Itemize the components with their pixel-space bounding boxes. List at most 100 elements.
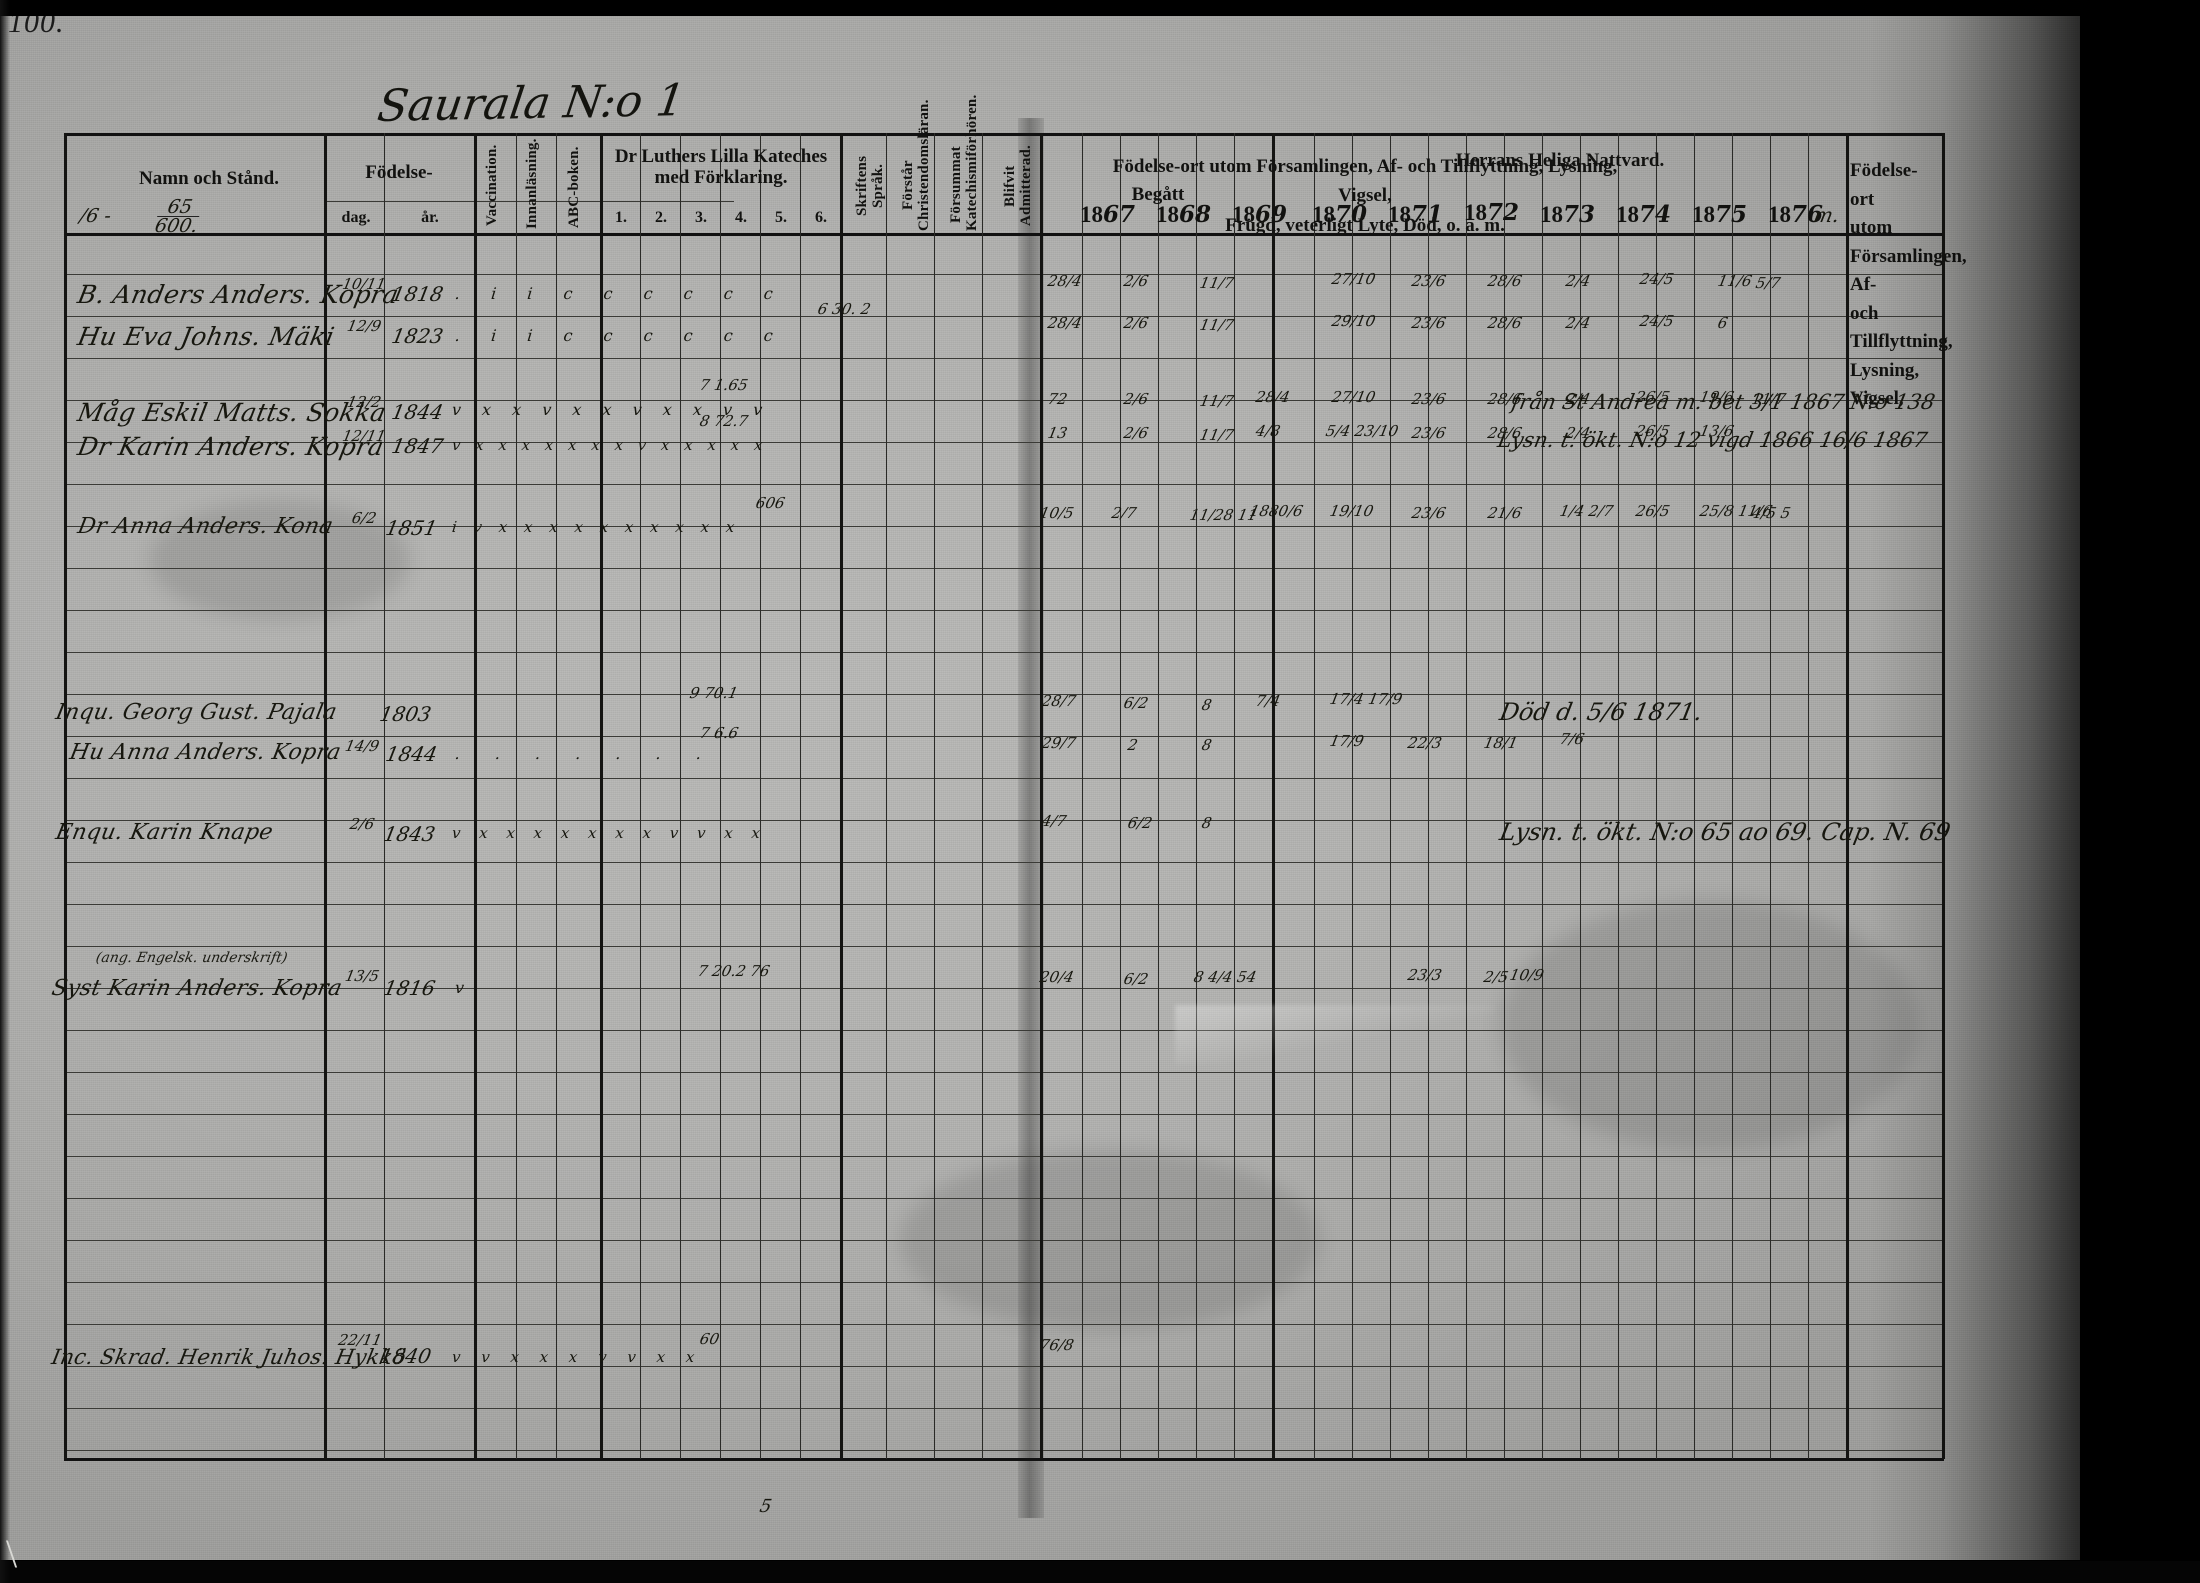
header-sub-rule xyxy=(324,201,734,202)
entry-name: Dr Anna Anders. Kona xyxy=(75,514,336,539)
entry-catechism-note: 60 xyxy=(698,1330,721,1348)
entry-birth-day: 13/5 xyxy=(343,967,381,985)
entry-catechism-note: 7 6.6 xyxy=(698,724,740,742)
entry-begatt-1867: 6/2 xyxy=(1126,814,1154,832)
entry-communion-1875: 26/5 xyxy=(1634,502,1672,520)
scan-left-edge xyxy=(0,0,10,1583)
row-rule xyxy=(64,652,1944,653)
entry-communion-1874: 7/6 xyxy=(1558,730,1586,748)
entry-name: Hu Anna Anders. Kopra xyxy=(67,740,344,765)
header-catechism-group: Dr Luthers Lilla Kateches med Förklaring… xyxy=(614,146,828,188)
header-catechism-3: 3. xyxy=(695,209,707,226)
entry-begatt-1867: 2/7 xyxy=(1110,504,1138,522)
header-birth-year: år. xyxy=(421,209,439,226)
entry-birth-year: 1818 xyxy=(389,282,446,306)
entry-admitted: 28/4 xyxy=(1046,272,1084,290)
col-border-vaccination xyxy=(516,133,517,1459)
row-rule xyxy=(64,1450,1944,1451)
header-catechism-4: 4. xyxy=(735,209,747,226)
year-label-1870: 1870 xyxy=(1312,201,1367,228)
header-name-col: Namn och Stånd. xyxy=(139,168,279,189)
entry-birth-year: 1847 xyxy=(389,434,446,458)
entry-admitted: 29/7 xyxy=(1040,734,1078,752)
entry-communion-1875: 24/5 xyxy=(1638,270,1676,288)
col-border-kat5 xyxy=(800,133,801,1459)
col-border-abc xyxy=(600,133,603,1459)
year-suffix: 74 xyxy=(1639,201,1672,228)
header-forsummat-katechism: Försummat Katechismiförhören. xyxy=(948,94,981,231)
entry-begatt-1869: 11/7 xyxy=(1198,426,1236,444)
entry-abc-marks: i v x x x x x x x x x x xyxy=(451,518,742,536)
entry-birth-year: 1843 xyxy=(381,822,438,846)
notes-heading-l2: Frügd, veterligt Lyte, Död, o. a. m. xyxy=(1225,214,1505,236)
entry-admitted: 28/7 xyxy=(1040,692,1078,710)
entry-catechism-note: 606 xyxy=(754,494,787,512)
year-label-1873: 1873 xyxy=(1540,201,1595,228)
entry-communion-1870: 28/4 xyxy=(1254,388,1292,406)
entry-communion-1870: 7/4 xyxy=(1254,692,1282,710)
table-top-border xyxy=(64,133,1944,136)
col-border-admitterad xyxy=(1040,133,1043,1459)
col-border-1874-a xyxy=(1618,133,1619,1459)
col-border-1874-b xyxy=(1656,133,1657,1459)
header-blifvit-admitterad: Blifvit Admitterad. xyxy=(1002,145,1035,227)
entry-communion-last: 4/5 5 xyxy=(1750,504,1793,522)
entry-communion-1872: 23/6 xyxy=(1410,504,1448,522)
year-label-1871: 1871 xyxy=(1388,201,1443,228)
entry-communion-1873: 18/1 xyxy=(1482,734,1520,752)
entry-name: Hu Eva Johns. Mäki xyxy=(75,322,337,351)
col-border-notes xyxy=(1846,133,1849,1459)
year-suffix: 67 xyxy=(1103,201,1136,228)
year-prefix: 18 xyxy=(1768,202,1791,227)
entry-communion-1871: 17/9 xyxy=(1328,732,1366,750)
row-rule xyxy=(64,736,1944,737)
entry-catechism-note: 7 20.2 76 xyxy=(696,962,772,980)
col-border-forstar xyxy=(934,133,935,1459)
row-rule xyxy=(64,862,1944,863)
col-border-1872-b xyxy=(1504,133,1505,1459)
year-label-last-mark: m. xyxy=(1811,203,1842,227)
col-border-forsummat xyxy=(982,133,983,1459)
entry-birth-day: 2/6 xyxy=(348,815,376,833)
header-birth-day: dag. xyxy=(341,209,371,226)
entry-notes: Lysn. t. ökt. N:o 12 vigd 1866 16/6 1867 xyxy=(1495,428,1930,452)
header-page-ref-den: 600. xyxy=(152,215,200,238)
header-bottom-border xyxy=(64,233,1944,236)
col-border-innanlasning xyxy=(556,133,557,1459)
col-border-kat6 xyxy=(840,133,843,1459)
col-border-kat2 xyxy=(680,133,681,1459)
entry-communion-1871: 5/4 23/10 xyxy=(1324,422,1400,440)
header-notes-group-text: Födelse-ort utom Församlingen, Af- och T… xyxy=(1085,152,1645,240)
header-skriftens-sprak: Skriftens Språk. xyxy=(854,155,887,217)
entry-abc-marks: . i i c c c c c c xyxy=(454,284,787,303)
col-border-kat4 xyxy=(760,133,761,1459)
entry-communion-1872: 22/3 xyxy=(1406,734,1444,752)
year-suffix: 68 xyxy=(1179,201,1212,228)
entry-name: Enqu. Karin Knape xyxy=(53,820,276,845)
header-forstar-christendom: Förstår Christendomsläran. xyxy=(900,99,933,231)
entry-begatt-1867: 2/6 xyxy=(1122,390,1150,408)
row-rule xyxy=(64,1408,1944,1409)
entry-notes: Död d. 5/6 1871. xyxy=(1497,698,1705,726)
col-border-1872-a xyxy=(1466,133,1467,1459)
row-rule xyxy=(64,610,1944,611)
entry-begatt-1867: 2/6 xyxy=(1122,314,1150,332)
year-prefix: 18 xyxy=(1388,202,1411,227)
entry-begatt-1869: 11/7 xyxy=(1198,316,1236,334)
row-rule xyxy=(64,1072,1944,1073)
entry-birth-year: 1823 xyxy=(389,324,446,348)
entry-birth-day: 12/2 xyxy=(345,393,383,411)
year-suffix: 73 xyxy=(1563,201,1596,228)
entry-admitted: 20/4 xyxy=(1038,968,1076,986)
col-border-1870-a xyxy=(1314,133,1315,1459)
row-rule xyxy=(64,904,1944,905)
row-rule xyxy=(64,1198,1944,1199)
entry-birth-day: 22/11 xyxy=(336,1331,384,1349)
header-page-ref: 65 600. xyxy=(136,196,219,238)
col-border-birthday xyxy=(384,133,385,1459)
entry-birth-year: 1844 xyxy=(383,742,440,766)
header-birth-group: Födelse- xyxy=(365,162,433,183)
year-suffix: 70 xyxy=(1335,201,1368,228)
entry-communion-1874: 2/4 xyxy=(1564,314,1592,332)
binding-gutter-black xyxy=(2080,0,2200,1583)
